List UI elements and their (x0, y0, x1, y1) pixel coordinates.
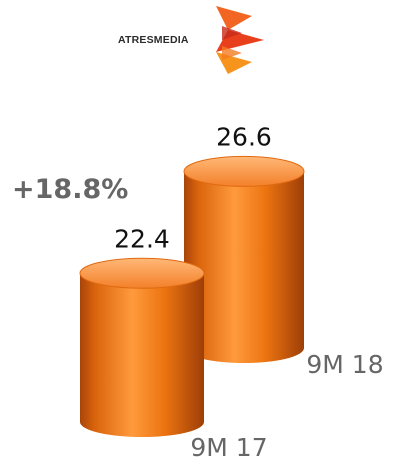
bar-9m-18 (183, 155, 305, 363)
atresmedia-logo: ATRESMEDIA (114, 6, 264, 76)
category-label: 9M 17 (190, 433, 267, 462)
atresmedia-logo-icon (216, 6, 264, 74)
bar-body (184, 171, 304, 363)
value-label: 26.6 (216, 122, 272, 151)
bar-top (183, 155, 305, 187)
growth-annotation: +18.8% (12, 174, 129, 205)
logo-text: ATRESMEDIA (118, 34, 189, 46)
bar-body (80, 273, 204, 437)
bar-top (79, 257, 205, 289)
value-label: 22.4 (114, 224, 170, 253)
category-label: 9M 18 (306, 350, 383, 379)
bar-9m-17 (79, 257, 205, 437)
